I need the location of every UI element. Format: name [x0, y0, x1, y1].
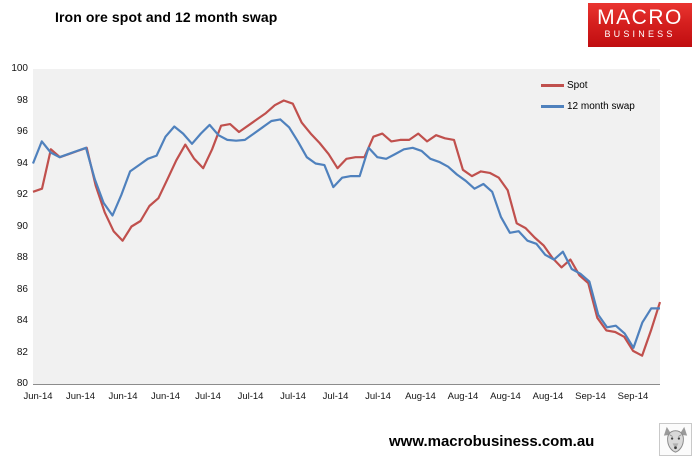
wolf-logo-icon: [659, 423, 692, 456]
chart-title: Iron ore spot and 12 month swap: [55, 9, 278, 25]
y-axis-tick-label: 96: [16, 126, 28, 137]
legend-label-spot: Spot: [567, 80, 588, 91]
legend: Spot 12 month swap: [541, 75, 635, 117]
y-axis-tick-label: 94: [16, 157, 28, 169]
legend-label-swap: 12 month swap: [567, 101, 635, 112]
x-axis-tick-label: Jul-14: [195, 391, 221, 402]
x-axis-tick-label: Jun-14: [108, 391, 138, 402]
x-axis-tick-label: Sep-14: [575, 391, 606, 402]
y-axis-tick-label: 90: [16, 220, 28, 232]
x-axis-tick-label: Jun-14: [150, 391, 181, 402]
y-axis-tick-label: 84: [16, 315, 28, 326]
x-axis-tick-label: Aug-14: [532, 391, 564, 402]
spot-line: [32, 99, 662, 357]
chart-lines-svg: [31, 99, 662, 357]
logo-text-macro: MACRO: [597, 6, 683, 29]
x-axis-tick-label: Jul-14: [322, 391, 349, 402]
website-url: www.macrobusiness.com.au: [389, 433, 595, 450]
legend-item-spot: Spot: [541, 75, 635, 96]
x-axis-tick-label: Aug-14: [405, 391, 436, 402]
y-axis-tick-label: 98: [16, 94, 28, 106]
x-axis-tick-label: Jul-14: [237, 391, 264, 402]
legend-item-swap: 12 month swap: [541, 96, 635, 117]
y-axis-tick-label: 82: [16, 346, 28, 358]
macrobusiness-logo: MACRO BUSINESS: [588, 3, 692, 47]
y-axis-tick-label: 86: [16, 283, 28, 295]
y-axis-tick-label: 92: [16, 189, 28, 200]
spot-line-swatch: [541, 84, 564, 87]
x-axis-tick-label: Jun-14: [65, 391, 96, 402]
x-axis-tick-label: Aug-14: [447, 391, 479, 402]
plot-area: [31, 69, 662, 385]
y-axis-tick-label: 88: [16, 252, 28, 263]
x-axis-tick-label: Jul-14: [365, 391, 391, 402]
y-axis-tick-label: 80: [16, 378, 28, 389]
y-axis-tick-label: 100: [11, 63, 28, 74]
x-axis-tick-label: Jun-14: [23, 391, 53, 402]
logo-text-business: BUSINESS: [604, 29, 676, 39]
swap-line: [31, 118, 660, 349]
x-axis-tick-label: Aug-14: [490, 391, 521, 402]
swap-line-swatch: [541, 105, 564, 108]
x-axis-tick-label: Sep-14: [617, 391, 649, 402]
x-axis-tick-label: Jul-14: [280, 391, 306, 402]
